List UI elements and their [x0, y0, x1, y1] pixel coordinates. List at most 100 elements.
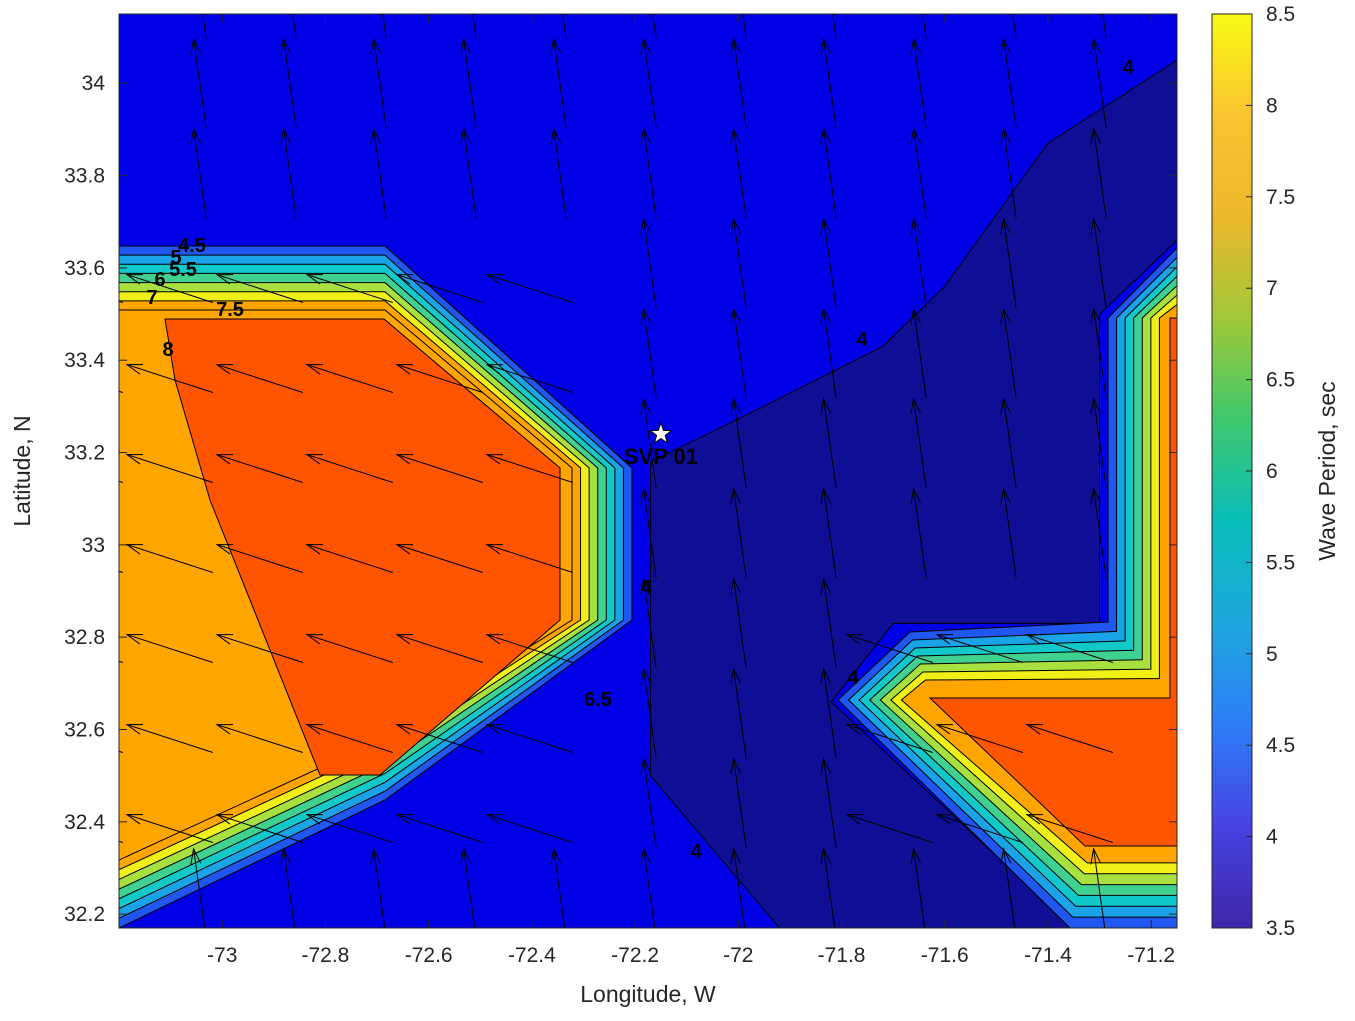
wave-arrow — [1093, 398, 1107, 489]
wave-arrowhead — [125, 274, 144, 285]
wave-arrowhead — [820, 667, 832, 685]
wave-arrowhead — [550, 847, 562, 865]
wave-arrow — [104, 849, 117, 938]
wave-arrow — [846, 724, 933, 754]
wave-arrowhead — [640, 487, 652, 505]
wave-arrow — [936, 724, 1023, 754]
wave-arrow — [553, 128, 567, 219]
wave-arrow — [913, 308, 927, 399]
wave-arrow — [1026, 634, 1113, 664]
contour-label-6: 6 — [154, 269, 165, 291]
wave-arrowhead — [730, 487, 742, 505]
wave-arrow — [486, 544, 573, 574]
wave-arrow — [396, 814, 483, 844]
x-axis: -73 -72.8 -72.6 -72.4 -72.2 -72 -71.8 -71.6 -71.… — [207, 14, 1175, 967]
wave-arrow — [643, 578, 657, 669]
wave-arrowhead — [820, 37, 832, 55]
wave-arrow — [306, 814, 393, 844]
wave-arrow — [373, 848, 386, 928]
wave-arrow — [913, 488, 927, 579]
wave-arrowhead — [190, 847, 202, 865]
wave-arrowhead — [305, 364, 324, 375]
wave-arrow — [733, 578, 747, 669]
wave-arrowhead — [845, 634, 864, 645]
colorbar-tick-label: 4 — [1266, 826, 1278, 849]
wave-arrowhead — [730, 667, 742, 685]
wave-arrow — [216, 544, 303, 574]
low-period-region — [650, 59, 1177, 928]
wave-arrowhead — [820, 397, 832, 415]
wave-arrow — [823, 758, 837, 849]
wave-arrow — [562, 14, 567, 39]
wave-arrow — [104, 129, 117, 218]
wave-arrowhead — [910, 307, 922, 325]
colorbar-tick-label: 5.5 — [1266, 551, 1295, 574]
wave-arrow — [283, 128, 297, 219]
wave-arrow — [1093, 128, 1107, 219]
wave-arrowhead — [1090, 847, 1102, 865]
plot-frame — [118, 13, 1178, 929]
contour-labels: 4 4 4 4 4 4.555.56 6.5 7 7.5 8 — [146, 57, 1134, 863]
wave-arrowhead — [1025, 634, 1044, 645]
wave-arrow — [1003, 848, 1016, 928]
wave-arrow — [216, 724, 303, 754]
wave-arrowhead — [935, 814, 954, 825]
wave-arrow — [1026, 814, 1113, 844]
wave-arrowhead — [1090, 37, 1102, 55]
wave-arrow — [306, 634, 393, 664]
wave-arrowhead — [305, 724, 324, 735]
wave-arrowhead — [190, 37, 202, 55]
wave-arrowhead — [730, 757, 742, 775]
wave-arrowhead — [1025, 814, 1044, 825]
contour-label-4: 4 — [856, 329, 868, 351]
wave-arrow — [823, 308, 837, 399]
wave-arrowhead — [395, 634, 414, 645]
x-tick-label: -72.2 — [611, 944, 659, 967]
wave-arrow — [823, 128, 837, 219]
wave-arrow — [119, 570, 123, 574]
wave-arrowhead — [305, 454, 324, 465]
x-axis-label: Longitude, W — [580, 981, 716, 1007]
wave-arrow — [486, 454, 573, 484]
x-tick-label: -73 — [207, 944, 237, 967]
x-tick-label: -72.8 — [302, 944, 350, 967]
wave-arrowhead — [370, 37, 382, 55]
wave-arrow — [733, 38, 747, 129]
wave-arrowhead — [640, 217, 652, 235]
wave-arrowhead — [37, 275, 53, 284]
wave-arrow — [913, 128, 927, 219]
band-west-8 — [164, 318, 561, 776]
wave-arrow — [643, 38, 657, 129]
wave-arrow — [463, 38, 477, 129]
wave-arrow — [1012, 14, 1017, 39]
wave-arrow — [733, 488, 747, 579]
wave-arrowhead — [640, 37, 652, 55]
wave-arrowhead — [101, 849, 111, 865]
wave-arrow — [832, 14, 837, 39]
y-tick-label: 33 — [82, 534, 105, 557]
wave-arrow — [373, 38, 387, 129]
colorbar-tick-label: 3.5 — [1266, 917, 1295, 940]
wave-arrowhead — [730, 847, 742, 865]
wave-arrow — [643, 668, 657, 759]
wave-arrowhead — [1090, 397, 1102, 415]
colorbar-tick-label: 6.5 — [1266, 369, 1295, 392]
wave-arrow — [202, 14, 207, 39]
plot-area: 4 4 4 4 4 4.555.56 6.5 7 7.5 8 SVP 01 — [37, 14, 1177, 938]
wave-arrow — [643, 398, 657, 489]
wave-arrow — [823, 488, 837, 579]
colorbar-gradient — [1211, 13, 1253, 929]
wave-arrowhead — [215, 544, 234, 555]
wave-arrow — [643, 848, 656, 928]
wave-arrowhead — [845, 724, 864, 735]
wave-arrowhead — [37, 725, 53, 734]
wave-arrowhead — [910, 217, 922, 235]
wave-arrowhead — [730, 577, 742, 595]
wave-arrow — [216, 274, 303, 304]
wave-arrow — [643, 758, 657, 849]
wave-arrow — [486, 724, 573, 754]
wave-arrow — [823, 578, 837, 669]
wave-arrowhead — [125, 814, 144, 825]
wave-arrowhead — [550, 127, 562, 145]
